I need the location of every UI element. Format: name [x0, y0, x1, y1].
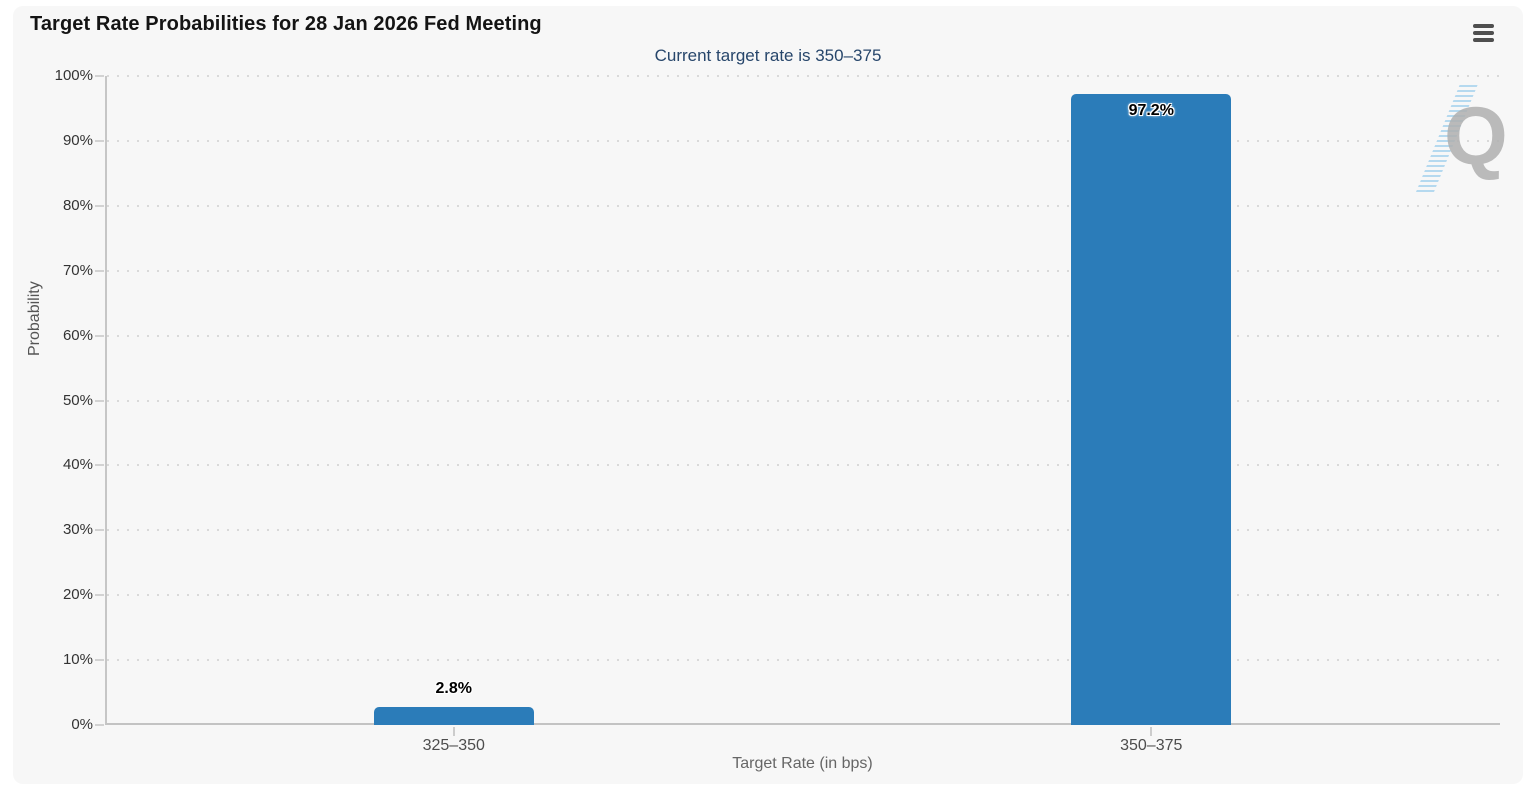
gridline-100 — [107, 75, 1500, 77]
y-tick-mark — [95, 204, 104, 207]
gridline-70 — [107, 269, 1500, 272]
y-tick-mark — [95, 724, 104, 726]
y-tick-label: 40% — [62, 456, 93, 474]
y-tick-mark — [95, 659, 104, 662]
x-tick-mark — [1150, 727, 1153, 736]
y-tick-label: 80% — [62, 196, 93, 214]
y-tick-label: 20% — [62, 586, 93, 604]
y-tick-mark — [95, 139, 104, 142]
hamburger-icon — [1472, 38, 1494, 42]
gridline-50 — [107, 399, 1500, 402]
x-tick-mark — [452, 727, 455, 736]
x-category-label: 325–350 — [422, 737, 485, 754]
y-tick-label: 70% — [62, 261, 93, 279]
hamburger-icon — [1472, 24, 1494, 28]
chart-card: Target Rate Probabilities for 28 Jan 202… — [13, 6, 1523, 784]
bar-value-label: 97.2% — [1128, 102, 1174, 120]
hamburger-menu-button[interactable] — [1469, 19, 1497, 47]
hamburger-icon — [1472, 31, 1494, 35]
gridline-20 — [107, 594, 1500, 597]
chart-title: Target Rate Probabilities for 28 Jan 202… — [30, 13, 542, 35]
gridline-80 — [107, 204, 1500, 207]
gridline-10 — [107, 659, 1500, 662]
y-tick-mark — [95, 269, 104, 272]
gridline-60 — [107, 334, 1500, 337]
y-tick-mark — [95, 75, 104, 77]
gridline-40 — [107, 464, 1500, 467]
y-tick-label: 60% — [62, 326, 93, 344]
y-tick-mark — [95, 464, 104, 467]
y-tick-mark — [95, 334, 104, 337]
y-tick-label: 30% — [62, 521, 93, 539]
bar-value-label: 2.8% — [435, 679, 472, 697]
gridline-90 — [107, 139, 1500, 142]
chart-subtitle: Current target rate is 350–375 — [654, 46, 882, 65]
y-tick-mark — [95, 529, 104, 532]
y-tick-label: 50% — [62, 391, 93, 409]
bar-350–375[interactable] — [1071, 94, 1232, 725]
x-category-label: 350–375 — [1120, 737, 1183, 754]
y-tick-label: 90% — [62, 131, 93, 149]
y-tick-label: 10% — [62, 651, 93, 669]
y-tick-mark — [95, 594, 104, 597]
plot-area — [105, 75, 1500, 725]
y-tick-label: 0% — [71, 716, 93, 733]
gridline-30 — [107, 529, 1500, 532]
x-axis-title: Target Rate (in bps) — [732, 755, 873, 772]
y-tick-label: 100% — [54, 67, 93, 84]
y-tick-mark — [95, 399, 104, 402]
bar-325–350[interactable] — [373, 706, 534, 725]
